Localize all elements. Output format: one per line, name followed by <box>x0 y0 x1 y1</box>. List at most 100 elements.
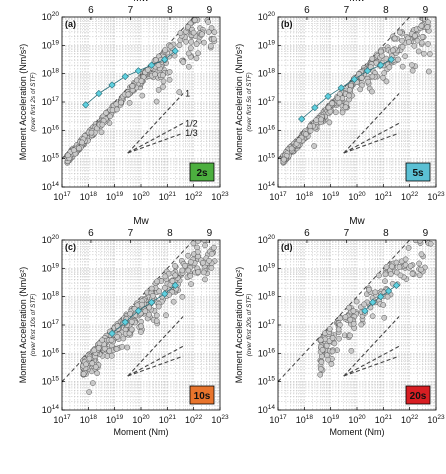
trend-point <box>377 293 385 301</box>
data-point <box>387 271 394 277</box>
data-point <box>86 355 93 362</box>
data-point <box>187 273 194 279</box>
data-point <box>163 312 169 319</box>
y-tick-label: 1015 <box>258 153 276 164</box>
data-point <box>162 273 169 280</box>
data-point <box>280 156 287 163</box>
data-point <box>326 119 333 126</box>
x-tick-label: 1022 <box>401 191 419 202</box>
top-axis-label: Mw <box>349 216 365 227</box>
data-point <box>142 308 149 315</box>
data-point <box>138 323 145 330</box>
data-point <box>307 123 313 130</box>
y-tick-label: 1015 <box>42 153 60 164</box>
trend-point <box>298 115 306 123</box>
data-point <box>409 62 415 68</box>
top-tick-label: 7 <box>128 5 134 16</box>
y-tick-label: 1019 <box>258 262 276 273</box>
data-point <box>346 92 352 99</box>
top-axis-label: Mw <box>133 216 149 227</box>
y-axis-label: Moment Acceleration (Nm/s²) <box>18 44 28 161</box>
data-point <box>384 293 391 300</box>
data-point <box>337 315 344 322</box>
data-point <box>418 22 425 29</box>
data-point <box>146 311 152 318</box>
data-point <box>303 131 309 138</box>
data-point <box>99 121 106 128</box>
data-point <box>339 109 346 116</box>
data-point <box>328 361 335 367</box>
top-tick-label: 6 <box>304 5 310 16</box>
y-tick-label: 1019 <box>258 39 276 50</box>
y-axis-label: Moment Acceleration (Nm/s²) <box>234 267 244 384</box>
data-point <box>365 78 372 85</box>
data-point <box>91 347 98 354</box>
data-point <box>199 31 205 38</box>
data-point <box>372 289 379 296</box>
data-point <box>129 83 136 89</box>
data-point <box>386 64 393 71</box>
data-point <box>211 0 216 4</box>
data-point <box>419 34 426 40</box>
trend-series <box>298 55 395 123</box>
scatter-series <box>280 17 433 166</box>
data-point <box>184 23 191 30</box>
x-tick-label: 1019 <box>106 191 124 202</box>
data-point <box>393 269 400 276</box>
y-tick-label: 1020 <box>42 11 60 22</box>
x-tick-label: 1018 <box>296 414 314 425</box>
duration-badge-label: 2s <box>196 168 208 179</box>
data-point <box>71 147 77 154</box>
trend-point <box>95 89 103 98</box>
reference-lines <box>127 93 184 154</box>
upper-bound-line <box>278 17 411 160</box>
reference-line-label: 1 <box>185 89 190 99</box>
trend-point <box>361 307 369 315</box>
data-point <box>176 89 183 95</box>
data-point <box>424 24 431 31</box>
duration-badge-label: 5s <box>412 168 424 179</box>
panel-label: (b) <box>281 19 293 29</box>
top-tick-label: 9 <box>207 228 213 239</box>
data-point <box>342 314 349 320</box>
data-point <box>381 70 388 76</box>
data-point <box>361 301 368 308</box>
data-point <box>378 48 384 55</box>
data-point <box>185 50 192 57</box>
data-point <box>153 318 160 324</box>
data-point <box>187 45 194 51</box>
data-point <box>118 99 124 106</box>
top-tick-label: 8 <box>383 228 389 239</box>
data-point <box>183 38 189 45</box>
x-tick-label: 1018 <box>80 191 98 202</box>
y-tick-label: 1014 <box>258 404 276 415</box>
data-point <box>399 37 405 44</box>
trend-point <box>108 81 116 89</box>
trend-point <box>147 298 156 306</box>
data-point <box>347 316 354 323</box>
data-point <box>397 272 404 279</box>
data-point <box>113 106 120 113</box>
x-axis-label: Moment (Nm) <box>329 427 384 437</box>
data-point <box>108 337 115 344</box>
x-tick-label: 1021 <box>159 191 177 202</box>
data-point <box>95 345 102 351</box>
top-tick-label: 7 <box>128 228 134 239</box>
data-point <box>383 78 390 85</box>
data-point <box>193 55 200 62</box>
data-point <box>350 308 357 314</box>
y-tick-label: 1016 <box>258 347 276 358</box>
data-point <box>200 259 206 266</box>
data-point <box>195 240 201 244</box>
scatter-series <box>64 0 218 166</box>
plot-area <box>278 240 434 383</box>
data-point <box>288 145 295 152</box>
data-point <box>402 53 408 60</box>
data-point <box>411 43 418 49</box>
duration-badge <box>189 385 215 405</box>
y-tick-label: 1017 <box>258 319 276 330</box>
data-point <box>417 240 423 244</box>
upper-bound-line <box>62 17 195 160</box>
x-tick-label: 1023 <box>211 414 229 425</box>
